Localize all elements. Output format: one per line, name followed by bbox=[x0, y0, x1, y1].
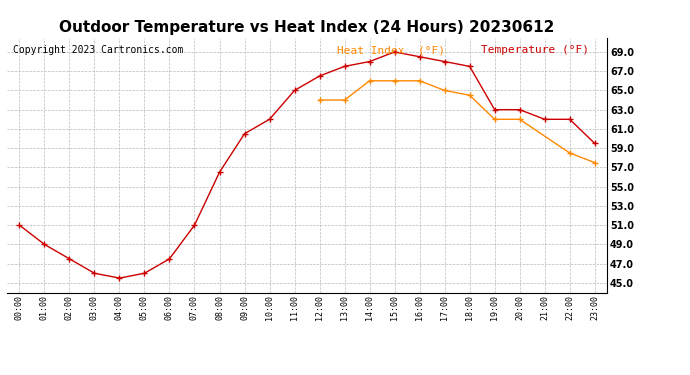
Text: Temperature (°F): Temperature (°F) bbox=[481, 45, 589, 55]
Text: Heat Index  (°F): Heat Index (°F) bbox=[337, 45, 445, 55]
Title: Outdoor Temperature vs Heat Index (24 Hours) 20230612: Outdoor Temperature vs Heat Index (24 Ho… bbox=[59, 20, 555, 35]
Text: Copyright 2023 Cartronics.com: Copyright 2023 Cartronics.com bbox=[13, 45, 184, 55]
